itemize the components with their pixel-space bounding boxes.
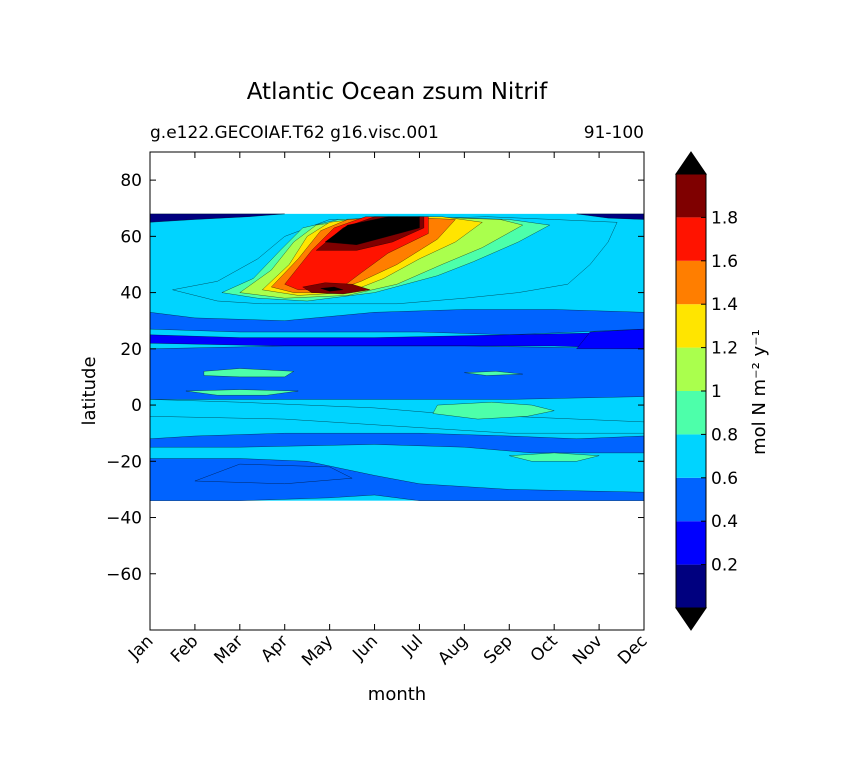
- contour-region-8: [432, 401, 555, 420]
- colorbar-tick-label-1: 0.4: [711, 512, 738, 532]
- x-tick-label-8: Sep: [480, 631, 517, 668]
- contour-region-23: [150, 213, 285, 223]
- colorbar-tick-label-4: 1: [711, 382, 722, 402]
- x-axis-label: month: [368, 684, 426, 705]
- contour-region-16: [324, 216, 420, 246]
- contour-region-5: [194, 463, 354, 485]
- contour-region-18: [320, 286, 344, 292]
- colorbar-tick-label-0: 0.2: [711, 556, 738, 576]
- contour-region-2: [150, 345, 644, 400]
- chart-title: Atlantic Ocean zsum Nitrif: [247, 79, 548, 105]
- colorbar-extend-over: [675, 151, 707, 175]
- chart-subtitle-right: 91-100: [584, 123, 644, 143]
- x-tick-label-5: Jun: [348, 631, 382, 665]
- colorbar-segment-0: [676, 564, 706, 608]
- colorbar-tick-labels: 0.2 0.4 0.6 0.8 1 1.2 1.4 1.6 1.8: [711, 208, 738, 575]
- y-axis-label: latitude: [79, 356, 100, 425]
- colorbar-tick-label-5: 1.2: [711, 339, 738, 359]
- contour-region-24: [576, 213, 644, 220]
- contour-region-21: [464, 371, 523, 376]
- contour-layer: [150, 213, 644, 501]
- x-tick-label-4: May: [298, 631, 337, 670]
- x-tick-label-9: Oct: [527, 631, 562, 666]
- colorbar-segment-1: [676, 521, 706, 565]
- y-tick-label-7: −60: [106, 565, 142, 585]
- x-tick-label-6: Jul: [398, 631, 427, 660]
- colorbar-segment-8: [676, 217, 706, 261]
- contour-region-6: [150, 399, 644, 434]
- colorbar-segment-5: [676, 347, 706, 391]
- x-tick-label-7: Aug: [434, 631, 472, 669]
- y-tick-label-1: 60: [120, 227, 142, 247]
- x-tick-label-11: Dec: [614, 631, 651, 668]
- contour-region-1: [150, 331, 644, 350]
- plot-frame: [149, 151, 645, 631]
- contour-region-0: [150, 309, 644, 336]
- chart-subtitle-left: g.e122.GECOIAF.T62 g16.visc.001: [150, 123, 439, 143]
- colorbar-segment-9: [676, 174, 706, 218]
- x-tick-label-0: Jan: [124, 631, 157, 664]
- plot-area: [149, 151, 645, 631]
- contour-region-22: [576, 328, 644, 350]
- colorbar-tick-label-7: 1.6: [711, 252, 738, 272]
- x-tick-label-3: Apr: [257, 631, 292, 666]
- y-tick-label-4: 0: [131, 396, 142, 416]
- colorbar-tick-label-2: 0.6: [711, 469, 738, 489]
- colorbar-segment-3: [676, 434, 706, 478]
- contour-region-20: [185, 389, 299, 396]
- colorbar-tick-label-3: 0.8: [711, 425, 738, 445]
- colorbar-tick-label-6: 1.4: [711, 295, 738, 315]
- contour-region-9: [509, 452, 600, 462]
- colorbar-label: mol N m⁻² y⁻¹: [749, 329, 770, 455]
- colorbar-segment-6: [676, 304, 706, 348]
- colorbar-tick-label-8: 1.8: [711, 208, 738, 228]
- x-tick-label-10: Nov: [569, 631, 607, 669]
- colorbar-segment-4: [676, 391, 706, 435]
- y-tick-label-3: 20: [120, 340, 142, 360]
- colorbar-segment-2: [676, 477, 706, 522]
- x-tick-label-1: Feb: [167, 631, 202, 666]
- colorbar: [675, 151, 707, 631]
- colorbar-segment-7: [676, 260, 706, 305]
- y-tick-label-2: 40: [120, 284, 142, 304]
- y-tick-label-6: −40: [106, 509, 142, 529]
- x-tick-label-2: Mar: [211, 631, 248, 668]
- colorbar-extend-under: [675, 607, 707, 631]
- y-tick-label-0: 80: [120, 171, 142, 191]
- y-tick-label-5: −20: [106, 452, 142, 472]
- x-tick-labels: Jan Feb Mar Apr May Jun Jul Aug Sep Oct Nov Dec: [124, 631, 651, 670]
- y-tick-labels: 80 60 40 20 0 −20 −40 −60: [106, 171, 142, 585]
- contour-region-19: [203, 368, 295, 378]
